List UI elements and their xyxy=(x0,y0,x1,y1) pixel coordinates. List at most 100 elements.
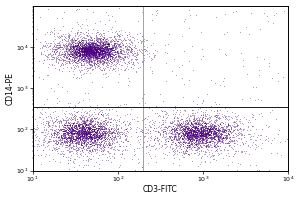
Point xyxy=(218,132,223,135)
Point xyxy=(96,64,100,67)
Point xyxy=(77,56,82,60)
Point xyxy=(93,47,98,50)
Point xyxy=(70,44,75,47)
Point xyxy=(172,129,176,132)
Point xyxy=(93,50,98,53)
Point xyxy=(82,46,87,50)
Point xyxy=(57,121,62,125)
Point xyxy=(106,47,110,50)
Point xyxy=(230,130,235,134)
Point xyxy=(215,136,220,139)
Point xyxy=(85,130,90,133)
Point xyxy=(126,140,130,143)
Point xyxy=(224,124,229,128)
Point xyxy=(88,52,93,55)
Point xyxy=(176,141,181,145)
Point xyxy=(100,73,105,76)
Point xyxy=(77,42,82,45)
Point xyxy=(227,133,232,136)
Point xyxy=(39,154,44,157)
Point xyxy=(40,44,45,47)
Point xyxy=(108,46,113,49)
Point xyxy=(80,116,84,119)
Point xyxy=(88,50,93,53)
Point xyxy=(192,130,197,133)
Point xyxy=(67,62,71,65)
Point xyxy=(81,119,85,122)
Point xyxy=(50,132,55,135)
Point xyxy=(87,146,92,149)
Point xyxy=(201,126,206,129)
Point xyxy=(283,140,288,143)
Point xyxy=(217,131,222,134)
Point xyxy=(80,165,85,169)
Point xyxy=(101,46,106,49)
Point xyxy=(285,138,290,141)
Point xyxy=(212,144,217,147)
Point xyxy=(97,46,101,49)
Point xyxy=(266,64,271,67)
Point xyxy=(91,53,96,56)
Point xyxy=(57,139,62,142)
Point xyxy=(96,51,101,54)
Point xyxy=(96,56,101,60)
Point xyxy=(79,34,84,37)
Point xyxy=(122,55,127,58)
Point xyxy=(70,134,74,138)
Point xyxy=(199,109,203,112)
Point xyxy=(67,51,72,54)
Point xyxy=(94,44,99,47)
Point xyxy=(189,126,194,129)
Point xyxy=(264,137,269,140)
Point xyxy=(118,55,123,58)
Point xyxy=(182,133,187,136)
Point xyxy=(101,52,106,55)
Point xyxy=(83,49,88,52)
Point xyxy=(218,126,223,129)
Point xyxy=(123,44,128,48)
Point xyxy=(178,133,183,136)
Point xyxy=(188,147,193,151)
Point xyxy=(44,128,48,131)
Point xyxy=(100,44,105,47)
Point xyxy=(101,49,106,52)
Point xyxy=(81,57,85,60)
Point xyxy=(189,121,194,124)
Point xyxy=(195,131,200,135)
Point xyxy=(228,125,232,128)
Point xyxy=(99,122,104,125)
Point xyxy=(201,141,206,145)
Point xyxy=(82,49,87,52)
Point xyxy=(75,119,80,123)
Point xyxy=(72,58,76,62)
Point xyxy=(94,56,99,59)
Point xyxy=(216,123,220,127)
Point xyxy=(90,48,94,52)
Point xyxy=(78,122,83,125)
Point xyxy=(259,112,263,115)
Point xyxy=(118,41,123,44)
Point xyxy=(123,49,128,53)
Point xyxy=(79,46,83,50)
Point xyxy=(35,139,40,142)
Point xyxy=(213,132,218,136)
Point xyxy=(188,131,192,135)
Point xyxy=(235,123,240,127)
Point xyxy=(180,129,185,132)
Point xyxy=(174,121,179,125)
Point xyxy=(88,52,93,55)
Point xyxy=(208,126,212,130)
Point xyxy=(94,49,99,52)
Point xyxy=(72,139,77,143)
Point xyxy=(121,120,126,123)
Point xyxy=(89,48,94,51)
Point xyxy=(89,44,94,47)
Point xyxy=(189,120,194,124)
Point xyxy=(67,131,71,134)
Point xyxy=(63,141,68,144)
Point xyxy=(73,105,77,108)
Point xyxy=(98,42,102,45)
Point xyxy=(112,51,117,54)
Point xyxy=(217,136,222,139)
Point xyxy=(131,66,136,69)
